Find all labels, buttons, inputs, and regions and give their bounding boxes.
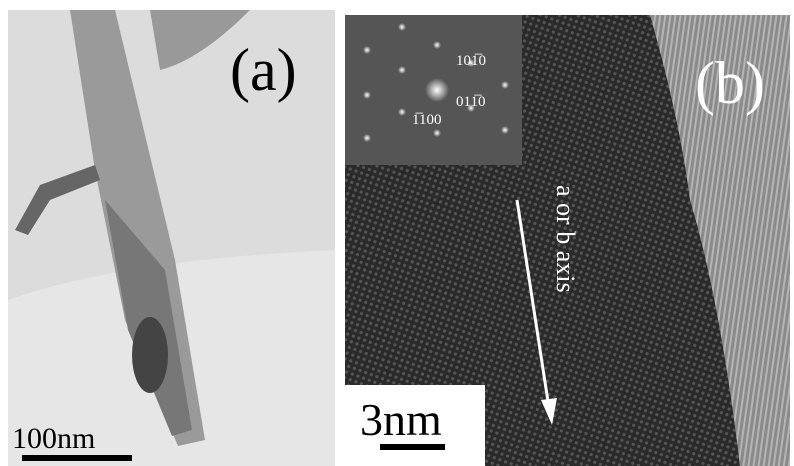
panel-label: (a) (230, 37, 297, 103)
scale-bar (22, 455, 132, 461)
panel-a: (a) 100nm (8, 10, 335, 466)
axis-annotation: a or b axis (551, 185, 580, 293)
diffraction-index: 011̅0 (456, 94, 485, 110)
nanowire-tip (132, 317, 168, 393)
scale-bar-label: 3nm (360, 394, 442, 445)
diffraction-index: 1̅100 (412, 112, 441, 128)
scale-bar (380, 444, 445, 450)
panel-label: (b) (695, 50, 765, 116)
panel-b: 101̅0 011̅0 1̅100 (b) a or b axis 3nm (345, 15, 790, 466)
scale-bar-label: 100nm (12, 422, 95, 455)
figure: (a) 100nm 101̅0 011̅0 1̅100 (b) a or b a… (0, 0, 794, 466)
diffraction-index: 101̅0 (456, 53, 486, 69)
